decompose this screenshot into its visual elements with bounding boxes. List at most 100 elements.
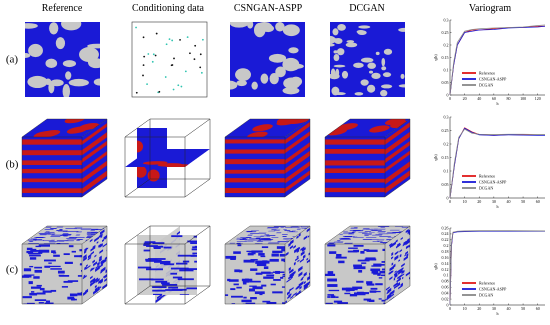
- cube-streak: [236, 237, 249, 239]
- cube-face-clip: [22, 137, 82, 197]
- cube-streak: [44, 302, 54, 304]
- cube-stripe: [22, 168, 82, 174]
- plane-streak: [154, 260, 171, 263]
- cube-streak: [307, 235, 310, 238]
- map-patch: [330, 43, 335, 47]
- variogram-line: [449, 230, 545, 306]
- cube-streak: [357, 259, 370, 262]
- cube-streak: [28, 252, 41, 255]
- cube-streak: [405, 250, 409, 255]
- plane-streak: [143, 244, 150, 246]
- cube-stripe: [22, 178, 82, 183]
- cube-face-clip: [225, 137, 285, 197]
- conditioning-point: [199, 53, 202, 56]
- cube-streak: [394, 270, 397, 274]
- cube-streak: [28, 240, 34, 242]
- cube-streak: [94, 236, 99, 243]
- conditioning-point: [180, 85, 183, 88]
- cube-streak: [39, 234, 48, 236]
- cube-streak: [249, 280, 261, 283]
- legend-label: DCGAN: [479, 185, 493, 190]
- legend-label: DCGAN: [479, 82, 493, 87]
- y-tick-label: 0.16: [442, 255, 449, 260]
- conditioning-point: [152, 53, 155, 56]
- plane-streak: [145, 259, 162, 262]
- cube-streak: [401, 269, 405, 275]
- cube-streak: [262, 300, 271, 303]
- plane-streak: [182, 260, 190, 263]
- cube-streak: [348, 233, 355, 235]
- cube-streak: [298, 271, 303, 278]
- map-patch: [346, 40, 355, 43]
- cube-streak: [386, 294, 392, 301]
- map-patch: [371, 72, 381, 79]
- cube-streak: [286, 277, 292, 283]
- cube-streak: [403, 240, 407, 246]
- cube-streak: [59, 275, 70, 277]
- plane-streak: [155, 297, 162, 304]
- cube-streak: [260, 255, 266, 258]
- cube-streak: [405, 271, 410, 277]
- cube-patch: [369, 125, 390, 133]
- variogram-line: [449, 128, 545, 199]
- column-header: CSNGAN-ASPP: [234, 3, 303, 14]
- plane-streak: [153, 247, 161, 250]
- cube-face: [22, 137, 82, 197]
- y-tick-label: 0.1: [444, 273, 449, 278]
- cube-streak: [100, 235, 103, 239]
- cube-streak: [25, 275, 32, 278]
- cube-streak: [36, 284, 42, 287]
- cube-streak: [378, 298, 382, 300]
- cube-streak: [87, 256, 92, 261]
- cube-streak: [398, 284, 403, 290]
- cube-streak: [356, 280, 364, 283]
- cube-streak: [399, 249, 403, 253]
- cube-streak: [363, 235, 370, 236]
- cube-streak: [296, 228, 302, 230]
- cube-streak: [377, 226, 390, 227]
- conditioning-point: [154, 54, 157, 57]
- plane-patch: [142, 161, 168, 165]
- y-tick-label: 0.12: [442, 267, 449, 272]
- cube-streak: [30, 250, 40, 252]
- cube-streak: [400, 237, 403, 241]
- cube-streak: [300, 246, 305, 251]
- conditioning-point: [142, 74, 144, 77]
- cube-streak: [297, 259, 300, 263]
- cube-streak: [49, 265, 61, 268]
- map-patch: [269, 73, 279, 85]
- cube-streak: [352, 230, 361, 231]
- plane-streak: [160, 262, 171, 265]
- cube-face-clip: [285, 119, 310, 197]
- cube-streak: [295, 285, 300, 291]
- cube-stripe: [385, 140, 410, 164]
- cube-streak: [385, 286, 390, 291]
- cube-streak: [401, 226, 410, 228]
- cube-streak: [46, 233, 56, 235]
- cube-streak: [360, 250, 365, 254]
- cube-streak: [393, 277, 396, 281]
- cube-stripe: [385, 170, 410, 194]
- cube-streak: [389, 265, 395, 272]
- cube-streak: [390, 256, 394, 260]
- plane-streak: [152, 242, 165, 245]
- map-patch: [62, 83, 71, 97]
- cube-streak: [65, 228, 78, 229]
- cube-streak: [406, 253, 409, 257]
- cube-stripe: [325, 187, 385, 193]
- cube-streak: [395, 243, 401, 249]
- x-tick-label: 30: [492, 306, 496, 311]
- cube-streak: [60, 235, 68, 237]
- cube-face: [225, 244, 285, 304]
- cube-streak: [298, 265, 303, 272]
- cube-streak: [364, 230, 372, 232]
- cube-streak: [261, 284, 267, 287]
- cube-streak: [249, 232, 261, 234]
- cube-streak: [92, 244, 96, 249]
- map-patch: [368, 70, 374, 74]
- plane-streak: [172, 276, 183, 279]
- cube-streak: [67, 296, 75, 300]
- cube-streak: [381, 261, 385, 263]
- conditioning-frame: [131, 21, 208, 98]
- cube-face: [22, 119, 107, 137]
